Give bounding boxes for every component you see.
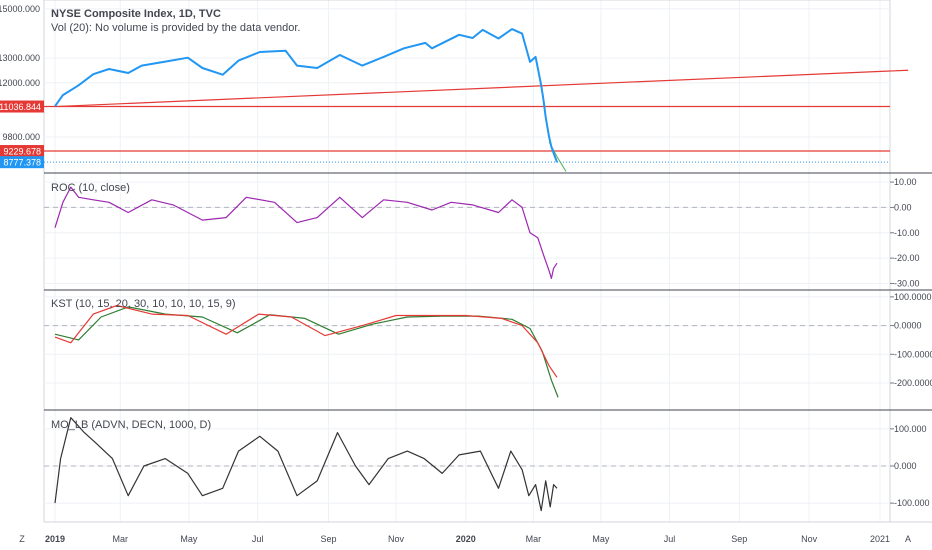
y-tick-label: 0.00 [894,202,912,212]
price-tag-label: 11036.844 [0,102,41,112]
corner-label-right: A [905,534,911,544]
y-tick-label: 9800.000 [2,132,40,142]
roc-line [54,186,558,279]
trend-line [54,69,909,108]
x-tick-label: 2019 [45,534,65,544]
y-tick-label: -100.000 [894,498,930,508]
mo-lb-line [54,417,558,512]
x-tick-label: May [592,534,610,544]
x-tick-label: Jul [252,534,264,544]
y-tick-label: -200.0000 [894,378,932,388]
x-tick-label: Jul [664,534,676,544]
y-tick-label: 15000.000 [0,4,40,14]
kst-legend: KST (10, 15, 20, 30, 10, 10, 10, 15, 9) [51,298,236,310]
y-tick-label: 100.000 [894,424,927,434]
roc-legend: ROC (10, close) [51,182,130,194]
y-tick-label: -20.00 [894,253,920,263]
x-tick-label: 2021 [870,534,890,544]
price-tag [0,145,44,158]
y-tick-label: 13000.000 [0,53,40,63]
x-tick-label: Nov [801,534,818,544]
y-tick-label: 12000.000 [0,78,40,88]
plot-frame [43,0,891,523]
price-tag [0,156,44,169]
price-tag-label: 8777.378 [3,158,41,168]
kst-signal-line [54,306,559,398]
x-tick-label: Mar [113,534,129,544]
price-tag-label: 9229.678 [3,147,41,157]
y-tick-label: 0.000 [894,461,917,471]
x-tick-label: Sep [320,534,336,544]
x-tick-label: Sep [731,534,747,544]
price-tag [0,100,44,113]
kst-line [54,304,558,378]
y-tick-label: -100.0000 [894,349,932,359]
mo-legend: MO_LB (ADVN, DECN, 1000, D) [51,419,212,431]
y-tick-label: -30.00 [894,278,920,288]
corner-label-left: Z [19,534,25,544]
volume-note: Vol (20): No volume is provided by the d… [51,22,301,34]
x-tick-label: Nov [388,534,405,544]
y-tick-label: 0.0000 [894,321,922,331]
x-tick-label: May [180,534,198,544]
y-tick-label: -10.00 [894,228,920,238]
y-tick-label: 100.0000 [894,292,932,302]
chart-title: NYSE Composite Index, 1D, TVC [51,8,221,20]
price-line [54,28,558,163]
x-tick-label: Mar [526,534,542,544]
y-tick-label: 10.00 [894,177,917,187]
x-tick-label: 2020 [456,534,476,544]
